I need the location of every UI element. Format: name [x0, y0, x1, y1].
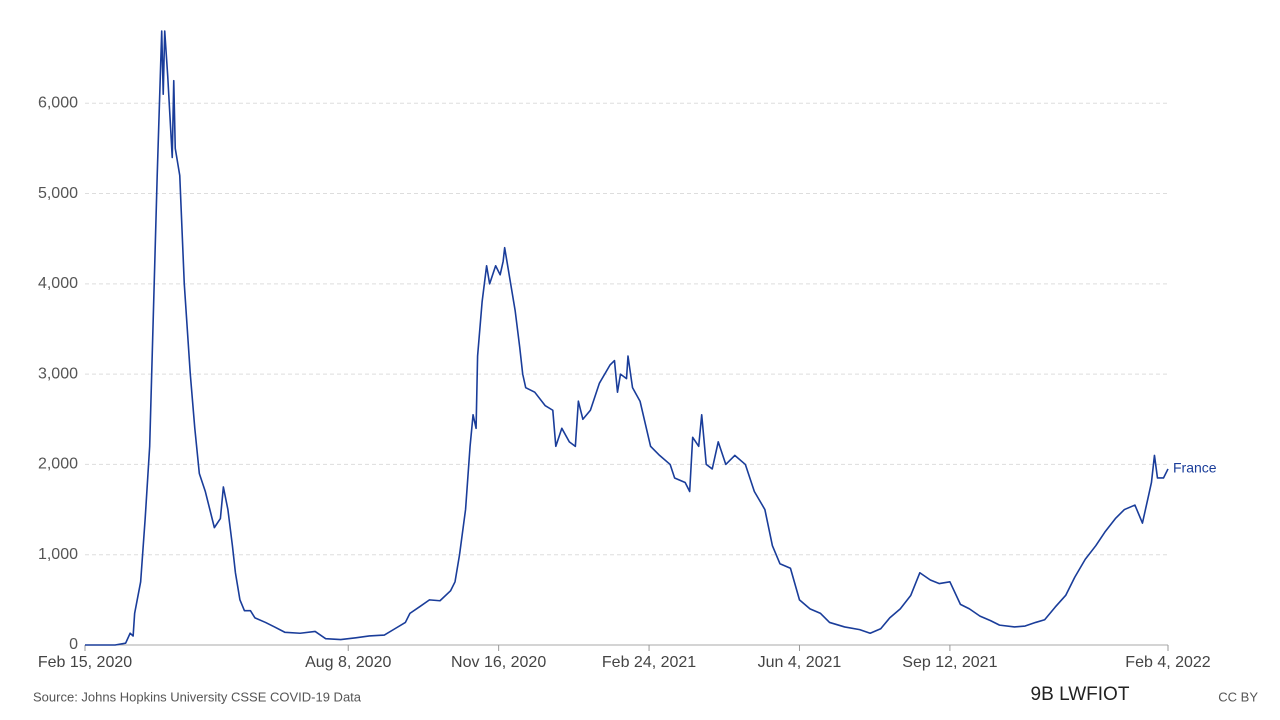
y-tick-label: 4,000 [38, 275, 78, 292]
x-tick-label: Feb 4, 2022 [1125, 654, 1211, 671]
x-tick-label: Jun 4, 2021 [758, 654, 842, 671]
x-tick-label: Feb 15, 2020 [38, 654, 132, 671]
y-tick-label: 2,000 [38, 456, 78, 473]
x-tick-label: Sep 12, 2021 [902, 654, 997, 671]
license: CC BY [1218, 689, 1258, 704]
x-tick-label: Feb 24, 2021 [602, 654, 696, 671]
watermark: 9B LWFIOT [1031, 684, 1130, 705]
series-label: France [1173, 460, 1217, 476]
y-tick-label: 0 [69, 636, 78, 653]
y-tick-label: 1,000 [38, 546, 78, 563]
data-line [85, 30, 1169, 646]
y-tick-label: 3,000 [38, 365, 78, 382]
x-tick-label: Nov 16, 2020 [451, 654, 546, 671]
source-note: Source: Johns Hopkins University CSSE CO… [33, 689, 362, 704]
y-tick-label: 6,000 [38, 94, 78, 111]
y-tick-label: 5,000 [38, 185, 78, 202]
x-tick-label: Aug 8, 2020 [305, 654, 391, 671]
